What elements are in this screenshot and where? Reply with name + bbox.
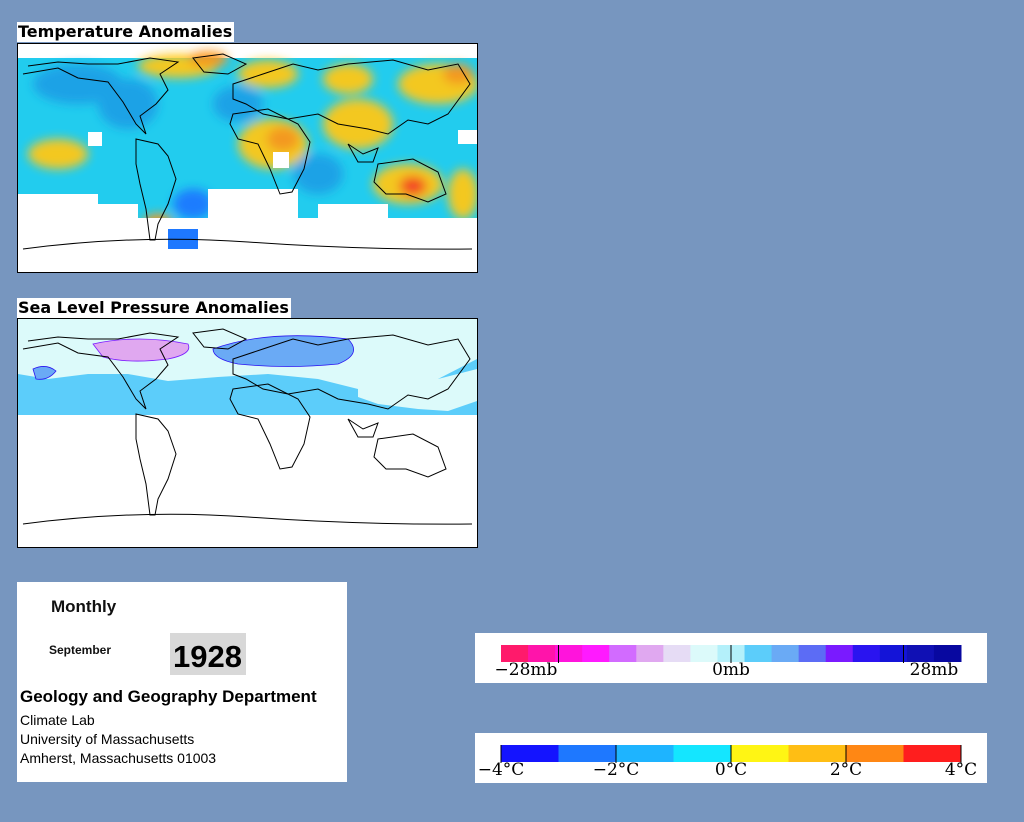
address-line: Amherst, Massachusetts 01003: [20, 750, 217, 766]
pressure-legend-swatch: [771, 645, 800, 662]
year-box: 1928: [170, 633, 246, 675]
temperature-legend-swatch: [788, 745, 847, 762]
pressure-legend-label-zero: 0mb: [712, 660, 750, 680]
pressure-legend-swatch: [690, 645, 718, 662]
pressure-anomaly-map-image: [18, 319, 477, 547]
coastlines: [22, 328, 473, 525]
pressure-legend-label-min: −28mb: [494, 660, 558, 680]
pressure-legend-swatch: [879, 645, 908, 662]
department-name: Geology and Geography Department: [20, 687, 317, 706]
university-name: University of Massachusetts: [20, 731, 195, 747]
pressure-legend-swatch: [501, 645, 529, 662]
pressure-legend-swatch: [744, 645, 773, 662]
pressure-legend-swatch: [663, 645, 691, 662]
pressure-legend-swatch: [825, 645, 854, 662]
temperature-anomaly-map-image: [18, 44, 477, 272]
coastlines: [22, 53, 473, 250]
pressure-legend-swatch: [555, 645, 583, 662]
temperature-legend-label-minus2: −2°C: [592, 760, 640, 780]
temperature-legend-swatch: [673, 745, 732, 762]
period-label: Monthly: [51, 597, 117, 616]
pressure-legend-swatch: [582, 645, 610, 662]
month-label: September: [49, 643, 112, 657]
pressure-legend-swatch: [528, 645, 556, 662]
pressure-map-title: Sea Level Pressure Anomalies: [17, 298, 291, 318]
pressure-field: [18, 319, 477, 415]
pressure-legend-swatch: [798, 645, 827, 662]
temperature-legend-label-minus4: −4°C: [477, 760, 525, 780]
lab-name: Climate Lab: [20, 712, 95, 728]
temperature-legend-label-zero: 0°C: [714, 760, 748, 780]
temperature-field: [18, 51, 477, 272]
pressure-legend-swatch: [609, 645, 637, 662]
temperature-map-title: Temperature Anomalies: [17, 22, 235, 42]
temperature-anomaly-map: [17, 43, 478, 273]
pressure-legend-swatch: [933, 645, 962, 662]
temperature-legend-swatch: [846, 745, 904, 762]
temperature-legend: −4°C −2°C 0°C 2°C 4°C: [475, 733, 987, 783]
temperature-legend-swatch: [903, 745, 962, 762]
pressure-legend-swatch: [852, 645, 881, 662]
sea-level-pressure-anomaly-map: [17, 318, 478, 548]
temperature-legend-swatch: [616, 745, 674, 762]
temperature-legend-swatch: [558, 745, 617, 762]
temperature-legend-swatch: [501, 745, 559, 762]
info-panel: Monthly September 1928 Geology and Geogr…: [17, 582, 347, 782]
temperature-legend-swatch: [731, 745, 789, 762]
temperature-legend-label-plus4: 4°C: [944, 760, 978, 780]
pressure-legend-swatch: [906, 645, 935, 662]
pressure-color-bar: [501, 645, 962, 663]
year-label: 1928: [173, 639, 242, 674]
temperature-legend-label-plus2: 2°C: [829, 760, 863, 780]
temperature-color-bar: [500, 745, 962, 763]
pressure-legend-swatch: [636, 645, 664, 662]
pressure-legend: −28mb 0mb 28mb: [475, 633, 987, 683]
pressure-legend-label-max: 28mb: [909, 660, 959, 680]
